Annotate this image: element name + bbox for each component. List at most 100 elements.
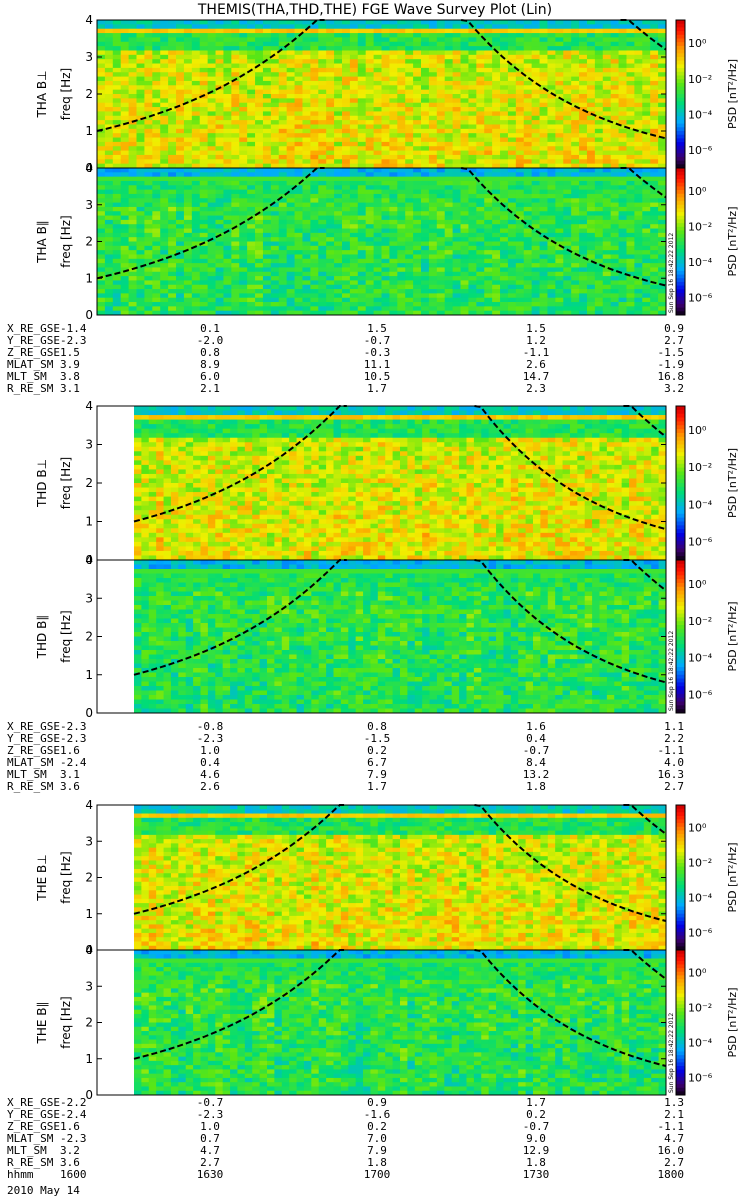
spectrogram-panel-the-bpar: 0 1 2 3 4 THE B∥ freq [Hz] 10⁰ 10⁻² 10⁻⁴ 10⁻⁶ PSD [… <box>35 943 739 1102</box>
orbit-value: -2.3 <box>196 732 224 745</box>
orbit-value: 0.2 <box>367 1120 387 1133</box>
y-tick-label: 3 <box>85 50 93 64</box>
model-curve <box>620 19 667 51</box>
y-tick-label: 4 <box>85 161 93 175</box>
orbit-value: 2.6 <box>526 358 546 371</box>
y-tick-label: 2 <box>85 87 93 101</box>
colorbar-label: PSD [nT²/Hz] <box>726 842 739 912</box>
orbit-value: 1.5 <box>60 346 80 359</box>
orbit-value: -1.5 <box>657 346 685 359</box>
timestamp-stamp: Sun Sep 16 18:42:22 2012 <box>668 631 675 711</box>
panel-yunit: freq [Hz] <box>59 851 73 903</box>
colorbar-tick-label: 10⁻⁴ <box>688 256 713 269</box>
orbit-value: -0.7 <box>363 334 391 347</box>
y-tick-label: 4 <box>85 798 93 812</box>
colorbar: 10⁰ 10⁻² 10⁻⁴ 10⁻⁶ PSD [nT²/Hz] Sun Sep 16 18… <box>668 559 739 714</box>
colorbar-tick-label: 10⁻² <box>688 857 712 870</box>
orbit-row: MLAT_SM 3.9 8.9 11.1 2.6 -1.9 <box>0 358 750 371</box>
spectrogram-panel-thd-bpar: 0 1 2 3 4 THD B∥ freq [Hz] 10⁰ 10⁻² 10⁻⁴ 10⁻⁶ PSD [… <box>35 553 739 720</box>
model-curve <box>96 167 325 280</box>
orbit-value: -0.7 <box>522 1120 550 1133</box>
colorbar-tick-label: 10⁻⁴ <box>688 892 713 905</box>
orbit-value: -1.4 <box>60 322 87 335</box>
orbit-value: 11.1 <box>363 358 391 371</box>
orbit-value: 13.2 <box>522 768 550 781</box>
orbit-value: 0.7 <box>200 1132 220 1145</box>
model-curve <box>133 949 347 1060</box>
orbit-value: 1.6 <box>60 744 80 757</box>
spectrogram-panel-tha-bperp: 0 1 2 3 4 THA B⊥ freq [Hz] 10⁰ 10⁻² 10⁻⁴ 10⁻⁶ PSD [… <box>35 13 739 175</box>
panel-ylabel: THA B∥ <box>35 220 49 264</box>
orbit-value: 3.6 <box>60 780 80 793</box>
orbit-value: 1.2 <box>526 334 546 347</box>
orbit-value: 3.1 <box>60 382 80 395</box>
orbit-value: 7.9 <box>367 768 387 781</box>
orbit-row-label: Z_RE_GSE <box>7 1120 60 1133</box>
orbit-value: 1.0 <box>200 744 220 757</box>
y-tick-label: 2 <box>85 871 93 885</box>
orbit-value: -2.0 <box>196 334 224 347</box>
spectrogram-panel-tha-bpar: 0 1 2 3 4 THA B∥ freq [Hz] 10⁰ 10⁻² 10⁻⁴ 10⁻⁶ PSD [… <box>35 161 739 322</box>
orbit-row: R_RE_SM 3.1 2.1 1.7 2.3 3.2 <box>0 382 750 395</box>
orbit-value: 2.7 <box>664 780 684 793</box>
orbit-row: MLT_SM 3.8 6.0 10.5 14.7 16.8 <box>0 370 750 383</box>
orbit-value: -1.1 <box>657 1120 685 1133</box>
orbit-row: X_RE_GSE -1.4 0.1 1.5 1.5 0.9 <box>0 322 750 335</box>
y-tick-label: 2 <box>85 476 93 490</box>
orbit-value: 8.9 <box>200 358 220 371</box>
orbit-value: 2.7 <box>664 1156 684 1169</box>
orbit-value: 0.4 <box>526 732 546 745</box>
orbit-value: 1.5 <box>526 322 546 335</box>
orbit-row-label: Z_RE_GSE <box>7 744 60 757</box>
orbit-value: 1800 <box>657 1168 685 1181</box>
orbit-value: 16.0 <box>657 1144 685 1157</box>
orbit-value: 3.2 <box>664 382 684 395</box>
orbit-value: 1.7 <box>367 382 387 395</box>
orbit-value: 3.1 <box>60 768 80 781</box>
colorbar-tick-label: 10⁻⁶ <box>688 291 713 304</box>
model-curve <box>461 167 667 287</box>
colorbar-tick-label: 10⁻² <box>688 1002 712 1015</box>
orbit-value: 3.2 <box>60 1144 80 1157</box>
orbit-row: Y_RE_GSE -2.3 -2.0 -0.7 1.2 2.7 <box>0 334 750 347</box>
colorbar-tick-label: 10⁻² <box>688 615 712 628</box>
orbit-row: hhmm 1600 1630 1700 1730 1800 <box>0 1168 750 1181</box>
model-curve <box>474 405 667 531</box>
y-tick-label: 0 <box>85 161 93 175</box>
orbit-table-thd: X_RE_GSE -2.3 -0.8 0.8 1.6 1.1 Y_RE_GSE -2.3 -2.… <box>0 720 750 793</box>
panel-ylabel: THE B∥ <box>35 1002 49 1045</box>
orbit-value: -2.2 <box>60 1096 87 1109</box>
orbit-value: -2.3 <box>60 732 87 745</box>
orbit-value: -0.3 <box>363 346 391 359</box>
orbit-value: 0.8 <box>200 346 220 359</box>
orbit-row: Y_RE_GSE -2.3 -2.3 -1.5 0.4 2.2 <box>0 732 750 745</box>
orbit-row: Z_RE_GSE 1.6 1.0 0.2 -0.7 -1.1 <box>0 744 750 757</box>
orbit-row-label: R_RE_SM <box>7 780 54 793</box>
model-curve <box>461 19 667 140</box>
model-curve <box>133 405 347 523</box>
timestamp-stamp: Sun Sep 16 18:42:22 2012 <box>668 233 675 313</box>
orbit-value: 2.7 <box>200 1156 220 1169</box>
panel-ylabel: THD B⊥ <box>35 459 49 508</box>
model-curve <box>620 167 667 199</box>
colorbar-tick-label: 10⁻² <box>688 220 712 233</box>
orbit-value: 2.2 <box>664 732 684 745</box>
y-tick-label: 2 <box>85 1016 93 1030</box>
orbit-value: 2.6 <box>200 780 220 793</box>
orbit-value: -2.4 <box>60 756 87 769</box>
panel-yunit: freq [Hz] <box>59 68 73 120</box>
orbit-value: 7.0 <box>367 1132 387 1145</box>
orbit-value: -0.8 <box>196 720 224 733</box>
orbit-row-label: MLT_SM <box>7 768 47 781</box>
orbit-row-label: Z_RE_GSE <box>7 346 60 359</box>
y-tick-label: 3 <box>85 438 93 452</box>
panel-ylabel: THA B⊥ <box>35 70 49 118</box>
y-tick-label: 0 <box>85 1088 93 1102</box>
colorbar-tick-label: 10⁻⁶ <box>688 1072 713 1085</box>
orbit-value: 1.6 <box>60 1120 80 1133</box>
colorbar-tick-label: 10⁻² <box>688 73 712 86</box>
panel-ylabel: THE B⊥ <box>35 854 49 901</box>
y-tick-label: 1 <box>85 271 93 285</box>
panel-ylabel: THD B∥ <box>35 615 49 660</box>
spectrogram-panel-thd-bperp: 0 1 2 3 4 THD B⊥ freq [Hz] 10⁰ 10⁻² 10⁻⁴ 10⁻⁶ PSD [… <box>35 399 739 567</box>
